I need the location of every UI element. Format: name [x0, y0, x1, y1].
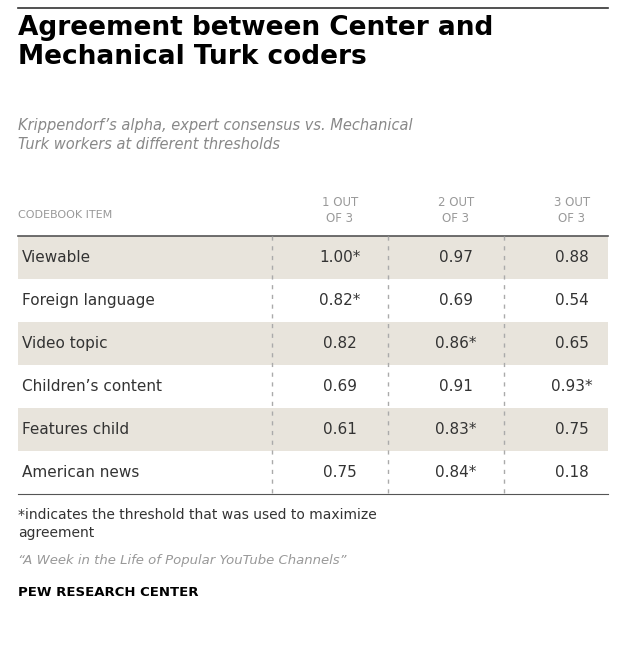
Text: 0.75: 0.75 — [323, 465, 357, 480]
Text: 0.61: 0.61 — [323, 422, 357, 437]
Text: 0.69: 0.69 — [439, 293, 473, 308]
Text: PEW RESEARCH CENTER: PEW RESEARCH CENTER — [18, 586, 198, 599]
Text: 1.00*: 1.00* — [319, 250, 361, 265]
Text: 0.83*: 0.83* — [435, 422, 477, 437]
Text: Children’s content: Children’s content — [22, 379, 162, 394]
Text: 0.97: 0.97 — [439, 250, 473, 265]
Text: Foreign language: Foreign language — [22, 293, 155, 308]
Text: CODEBOOK ITEM: CODEBOOK ITEM — [18, 210, 112, 220]
Text: 0.75: 0.75 — [555, 422, 589, 437]
Text: 1 OUT
OF 3: 1 OUT OF 3 — [322, 196, 358, 225]
Text: Video topic: Video topic — [22, 336, 108, 351]
Text: Krippendorf’s alpha, expert consensus vs. Mechanical
Turk workers at different t: Krippendorf’s alpha, expert consensus vs… — [18, 118, 413, 152]
Text: 0.88: 0.88 — [555, 250, 589, 265]
Text: 0.91: 0.91 — [439, 379, 473, 394]
Text: 0.69: 0.69 — [323, 379, 357, 394]
Text: Features child: Features child — [22, 422, 129, 437]
Text: *indicates the threshold that was used to maximize
agreement: *indicates the threshold that was used t… — [18, 508, 377, 541]
Text: 3 OUT
OF 3: 3 OUT OF 3 — [554, 196, 590, 225]
Bar — [18, 236, 608, 279]
Text: 0.65: 0.65 — [555, 336, 589, 351]
Text: Agreement between Center and
Mechanical Turk coders: Agreement between Center and Mechanical … — [18, 15, 493, 70]
Text: 0.86*: 0.86* — [435, 336, 477, 351]
Text: 0.84*: 0.84* — [435, 465, 476, 480]
Text: 2 OUT
OF 3: 2 OUT OF 3 — [438, 196, 474, 225]
Text: 0.93*: 0.93* — [551, 379, 593, 394]
Text: American news: American news — [22, 465, 140, 480]
Bar — [18, 322, 608, 365]
Text: 0.82*: 0.82* — [319, 293, 361, 308]
Text: 0.82: 0.82 — [323, 336, 357, 351]
Bar — [18, 408, 608, 451]
Text: 0.18: 0.18 — [555, 465, 589, 480]
Text: Viewable: Viewable — [22, 250, 91, 265]
Text: 0.54: 0.54 — [555, 293, 589, 308]
Text: “A Week in the Life of Popular YouTube Channels”: “A Week in the Life of Popular YouTube C… — [18, 554, 347, 567]
